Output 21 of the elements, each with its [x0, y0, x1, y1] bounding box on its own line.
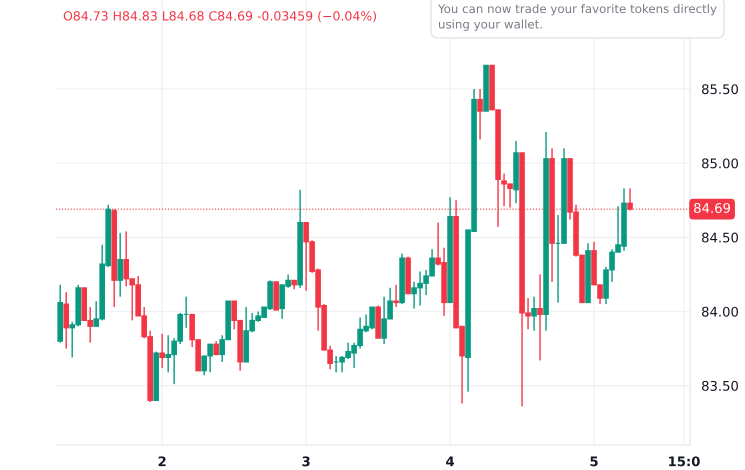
annotation: You can now trade your favorite tokens directly using your wallet.: [438, 4, 717, 31]
y-tick-label: 85.50: [702, 84, 738, 94]
x-tick-label: 2: [158, 456, 166, 466]
y-tick-label: 85.00: [702, 158, 738, 168]
x-tick-label: 3: [302, 456, 310, 466]
candlestick: [63, 292, 69, 350]
y-tick-label: 84.50: [702, 232, 738, 243]
candlestick: [213, 340, 219, 356]
x-tick-label: 4: [446, 456, 454, 466]
candlestick: [159, 333, 165, 369]
candlestick: [531, 296, 537, 332]
ref-line-label: 84.69: [694, 203, 730, 213]
x-tick-label: 5: [590, 456, 598, 466]
candlestick: [117, 232, 123, 298]
candlestick: [393, 284, 399, 308]
y-tick-label: 84.00: [702, 306, 738, 317]
candlestick: [477, 88, 483, 140]
x-tick-label: 15:0: [669, 456, 700, 466]
y-tick-label: 83.50: [702, 380, 738, 391]
candlestick: [537, 274, 543, 362]
annotation: O84.73 H84.83 L84.68 C84.69 -0.03459 (−0.04%): [64, 10, 376, 22]
